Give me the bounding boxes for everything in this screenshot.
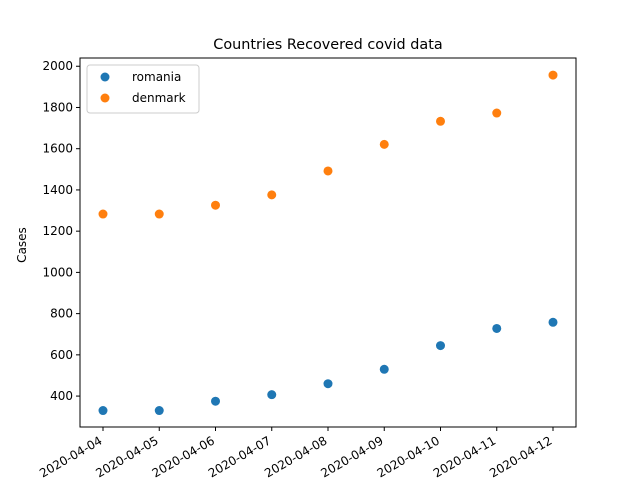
legend-marker-romania	[100, 72, 110, 82]
data-point-denmark	[492, 108, 502, 118]
data-point-romania	[492, 323, 502, 333]
data-point-romania	[267, 390, 277, 400]
data-point-denmark	[98, 209, 108, 219]
data-point-romania	[98, 406, 108, 416]
chart-title: Countries Recovered covid data	[213, 37, 442, 53]
data-point-denmark	[267, 190, 277, 200]
data-point-romania	[154, 406, 164, 416]
y-tick-label: 1000	[42, 265, 73, 279]
y-tick-label: 1200	[42, 224, 73, 238]
y-tick-label: 400	[50, 389, 73, 403]
legend-label-denmark: denmark	[132, 91, 186, 105]
data-point-romania	[548, 317, 558, 327]
data-point-romania	[379, 364, 389, 374]
data-point-denmark	[323, 166, 333, 176]
y-axis-ticks: 400 600 800 1000 1200 1400 1600 1800 2000	[42, 59, 80, 403]
legend: romania denmark	[86, 64, 200, 114]
legend-box	[86, 64, 200, 114]
y-tick-label: 2000	[42, 59, 73, 73]
data-points	[98, 70, 558, 416]
data-point-denmark	[154, 209, 164, 219]
data-point-denmark	[548, 70, 558, 80]
data-point-denmark	[436, 116, 445, 126]
data-point-romania	[323, 379, 333, 389]
data-point-romania	[436, 341, 445, 351]
y-tick-label: 800	[50, 307, 73, 321]
data-point-denmark	[211, 200, 220, 210]
legend-marker-denmark	[100, 93, 110, 103]
y-axis-label: Cases	[15, 227, 29, 263]
y-tick-label: 1400	[42, 183, 73, 197]
plot-frame	[79, 57, 577, 428]
data-point-denmark	[379, 139, 389, 149]
y-tick-label: 1800	[42, 100, 73, 114]
data-point-romania	[211, 396, 220, 406]
y-tick-label: 1600	[42, 142, 73, 156]
y-tick-label: 600	[50, 348, 73, 362]
legend-label-romania: romania	[132, 70, 181, 84]
